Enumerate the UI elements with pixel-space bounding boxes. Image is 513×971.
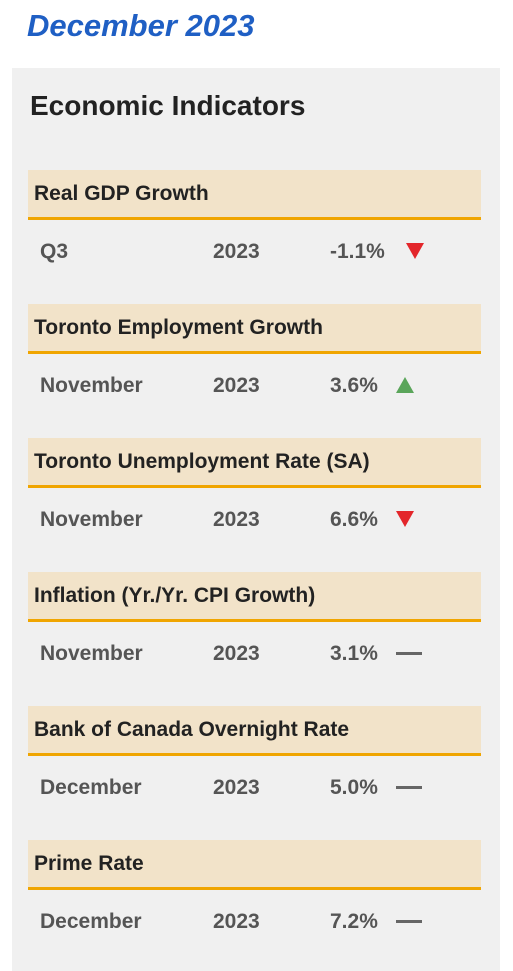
indicator-row: November 2023 6.6%	[28, 500, 481, 540]
year: 2023	[213, 642, 260, 665]
indicator-name: Toronto Employment Growth	[34, 316, 323, 339]
indicator-row: November 2023 3.1%	[28, 634, 481, 674]
value: 7.2%	[330, 910, 378, 933]
indicator-header: Toronto Unemployment Rate (SA)	[28, 438, 481, 488]
indicator-name: Bank of Canada Overnight Rate	[34, 718, 350, 741]
indicator-row: December 2023 7.2%	[28, 902, 481, 942]
indicator-header: Bank of Canada Overnight Rate	[28, 706, 481, 756]
year: 2023	[213, 240, 260, 263]
indicator-header: Prime Rate	[28, 840, 481, 890]
indicator-row: Q3 2023 -1.1%	[28, 232, 481, 272]
period: November	[40, 642, 143, 665]
page-title: December 2023	[27, 8, 255, 43]
year: 2023	[213, 508, 260, 531]
period: November	[40, 374, 143, 397]
trend-icon	[396, 377, 414, 393]
value: 3.6%	[330, 374, 378, 397]
period: December	[40, 776, 142, 799]
year: 2023	[213, 374, 260, 397]
indicator-name: Toronto Unemployment Rate (SA)	[34, 450, 370, 473]
value: 3.1%	[330, 642, 378, 665]
indicator-name: Prime Rate	[34, 852, 144, 875]
indicator-name: Real GDP Growth	[34, 182, 209, 205]
period: December	[40, 910, 142, 933]
trend-icon	[396, 920, 422, 923]
year: 2023	[213, 776, 260, 799]
indicator-header: Inflation (Yr./Yr. CPI Growth)	[28, 572, 481, 622]
indicator-name: Inflation (Yr./Yr. CPI Growth)	[34, 584, 316, 607]
indicator-row: December 2023 5.0%	[28, 768, 481, 808]
trend-icon	[396, 786, 422, 789]
period: November	[40, 508, 143, 531]
year: 2023	[213, 910, 260, 933]
value: 6.6%	[330, 508, 378, 531]
indicator-row: November 2023 3.6%	[28, 366, 481, 406]
trend-icon	[406, 243, 424, 259]
panel-title: Economic Indicators	[30, 90, 306, 121]
trend-icon	[396, 511, 414, 527]
period: Q3	[40, 240, 69, 263]
indicator-header: Toronto Employment Growth	[28, 304, 481, 354]
indicator-header: Real GDP Growth	[28, 170, 481, 220]
trend-icon	[396, 652, 422, 655]
value: -1.1%	[330, 240, 385, 263]
value: 5.0%	[330, 776, 378, 799]
indicators-panel: Economic Indicators Real GDP Growth Q3 202…	[12, 68, 500, 971]
